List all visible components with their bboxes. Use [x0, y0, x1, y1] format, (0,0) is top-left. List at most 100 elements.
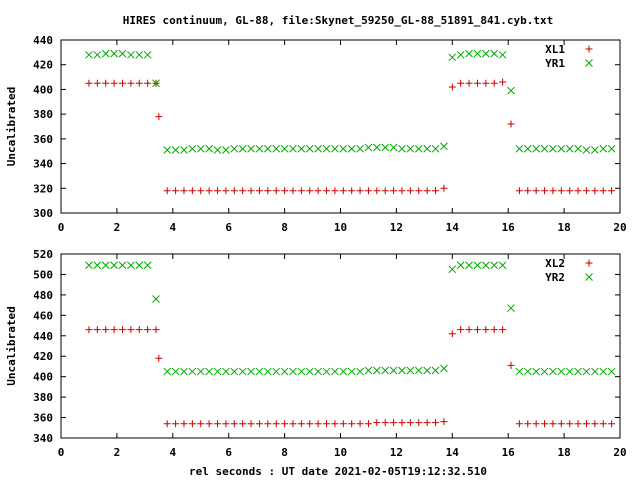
data-point: [381, 419, 389, 427]
data-point: [152, 295, 160, 303]
data-point: [171, 146, 180, 154]
data-point: [196, 367, 205, 376]
data-point: [214, 420, 222, 428]
data-point: [331, 144, 339, 153]
data-point: [590, 146, 599, 154]
data-point: [297, 367, 306, 376]
data-point: [524, 420, 532, 428]
data-point: [255, 420, 263, 428]
data-point: [532, 367, 541, 376]
y-tick-label: 400: [33, 371, 53, 384]
data-point: [456, 50, 465, 59]
data-point: [524, 187, 532, 195]
data-point: [247, 144, 255, 153]
x-axis-label: rel seconds : UT date 2021-02-05T19:12:3…: [189, 465, 487, 478]
data-point: [582, 187, 590, 195]
data-point: [582, 420, 590, 428]
data-point: [230, 367, 239, 376]
plot-frame: [60, 253, 621, 439]
data-point: [163, 146, 172, 154]
data-point: [85, 326, 93, 334]
data-point: [305, 144, 314, 153]
data-point: [515, 420, 523, 428]
y-axis-label: Uncalibrated: [5, 87, 18, 166]
data-point: [414, 366, 423, 375]
data-point: [364, 143, 373, 152]
data-point: [599, 144, 608, 153]
data-point: [607, 367, 616, 376]
data-point: [423, 144, 431, 153]
data-point: [263, 144, 272, 153]
data-point: [306, 420, 314, 428]
data-point: [473, 79, 481, 87]
data-point: [322, 367, 331, 376]
series-xl1: [85, 78, 616, 195]
data-point: [432, 187, 440, 195]
data-point: [389, 143, 398, 152]
data-point: [406, 144, 415, 153]
data-point: [214, 187, 222, 195]
data-point: [205, 420, 213, 428]
data-point: [238, 367, 247, 376]
data-point: [532, 144, 541, 153]
data-point: [482, 326, 490, 334]
x-tick-label: 8: [281, 221, 288, 234]
data-point: [172, 187, 180, 195]
data-point: [280, 367, 289, 376]
data-point: [118, 326, 126, 334]
data-point: [398, 366, 406, 375]
data-point: [498, 261, 507, 270]
data-point: [314, 144, 322, 153]
data-point: [331, 187, 339, 195]
data-point: [110, 49, 118, 58]
data-point: [339, 187, 347, 195]
data-point: [205, 367, 213, 376]
data-point: [272, 367, 281, 376]
data-point: [481, 49, 490, 58]
data-point: [152, 79, 160, 88]
data-point: [347, 144, 356, 153]
data-point: [143, 261, 152, 270]
y-tick-label: 340: [33, 158, 53, 171]
data-point: [135, 50, 144, 59]
data-point: [180, 420, 188, 428]
data-point: [582, 146, 591, 154]
data-point: [188, 420, 196, 428]
data-point: [163, 420, 171, 428]
data-point: [515, 144, 524, 153]
data-point: [143, 50, 152, 59]
data-point: [85, 50, 93, 59]
data-point: [473, 49, 482, 58]
x-tick-label: 10: [334, 221, 347, 234]
panel-bottom: 0 2 4 6 8 10 12 14 16 18 20 340 360 380 400 420 440 460 48…: [5, 248, 627, 459]
data-point: [289, 420, 297, 428]
data-point: [574, 420, 582, 428]
y-tick-label: 520: [33, 248, 53, 261]
data-point: [356, 187, 364, 195]
data-point: [507, 86, 515, 95]
data-point: [347, 367, 356, 376]
data-point: [238, 144, 247, 153]
data-point: [314, 367, 322, 376]
data-point: [110, 326, 118, 334]
data-point: [85, 261, 93, 270]
data-point: [432, 419, 440, 427]
data-point: [127, 261, 135, 270]
data-point: [389, 366, 398, 375]
data-point: [188, 187, 196, 195]
legend-label: YR2: [545, 271, 565, 284]
data-point: [532, 187, 540, 195]
data-point: [540, 144, 549, 153]
data-point: [582, 367, 591, 376]
data-point: [499, 78, 507, 86]
data-point: [549, 420, 557, 428]
data-point: [507, 361, 515, 369]
data-point: [465, 49, 473, 58]
series-yr2: [85, 261, 616, 376]
data-point: [523, 367, 532, 376]
data-point: [144, 79, 152, 87]
data-point: [465, 261, 473, 270]
data-point: [127, 79, 135, 87]
data-point: [222, 187, 230, 195]
data-point: [264, 420, 272, 428]
